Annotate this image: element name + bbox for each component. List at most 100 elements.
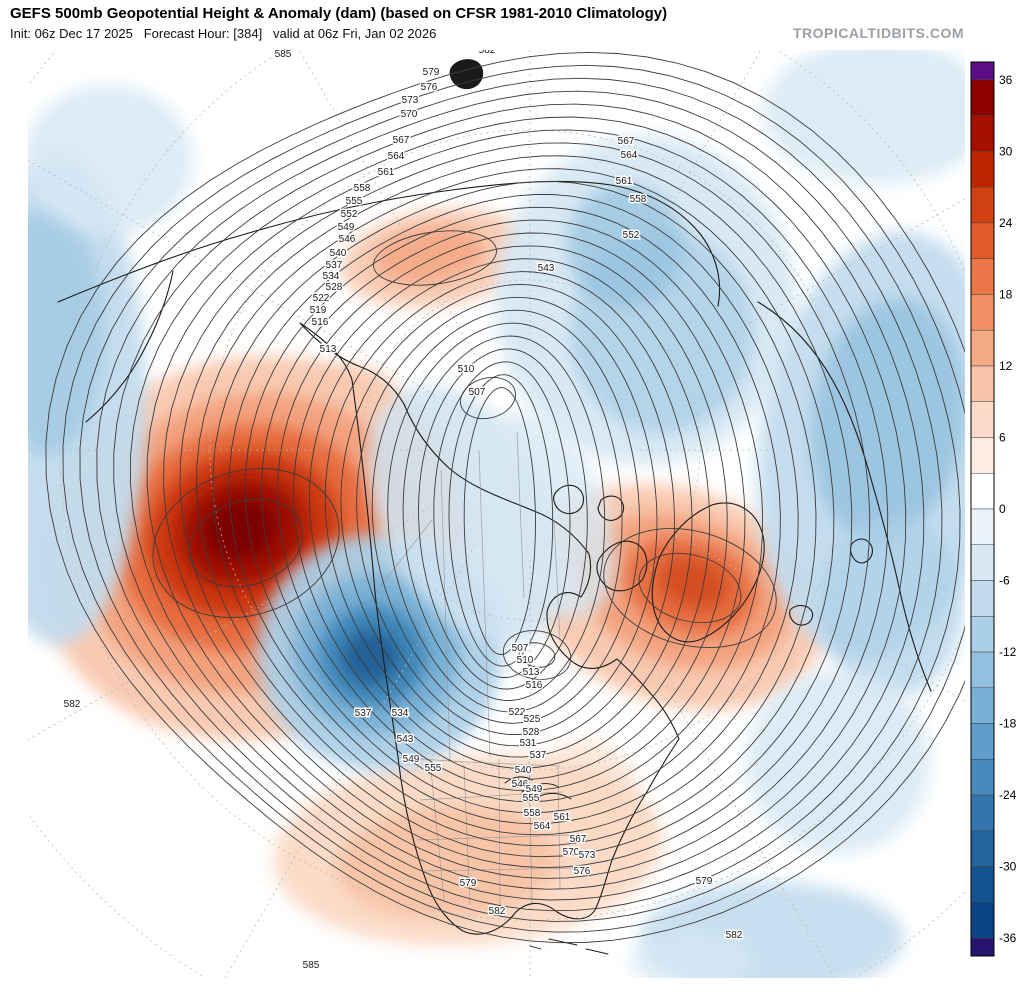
height-contour-585 [45,51,965,944]
contour-label: 579 [460,878,477,889]
coastline-greenland [651,502,765,643]
political-borders [375,431,576,909]
contour-label: 573 [402,95,419,106]
contour-label: 564 [534,821,551,832]
contour-label: 531 [520,738,537,749]
coastline-caribbean [529,938,609,955]
anomaly-blob [374,226,486,284]
contour-label: 534 [323,271,340,282]
contour-label: 567 [618,136,635,147]
meridian-line [224,545,476,978]
colorbar-tick-label: 6 [999,430,1006,444]
colorbar-cell [970,866,995,903]
height-contour-543 [277,232,746,792]
contour-label: 579 [696,876,713,887]
meridian-line [298,50,476,355]
colorbar-tick-label: -30 [999,860,1017,874]
anomaly-blob [567,183,683,307]
anomaly-blob [763,50,965,184]
anomaly-shading-layer [28,50,965,978]
contour-label: 585 [303,960,320,971]
closed-contour [460,376,516,420]
contour-label: 564 [388,151,405,162]
meridian-line [584,50,762,355]
colorbar-cell [970,401,995,438]
contour-label: 516 [312,317,329,328]
contour-label: 555 [346,196,363,207]
contour-label: 546 [512,779,529,790]
colorbar-tick-label: 0 [999,502,1006,516]
colorbar-tick-label: 12 [999,359,1013,373]
contour-label: 576 [574,866,591,877]
contour-label: 513 [320,344,337,355]
contour-label-layer: 585 5825795765735705675645615585555525495… [62,49,744,973]
watermark: TROPICALTIDBITS.COM [792,25,964,41]
contour-label: 555 [425,763,442,774]
contour-label: 534 [392,708,409,719]
contour-label: 561 [554,812,571,823]
contour-label: 585 [275,49,292,60]
meridian-line [625,198,965,396]
contour-label: 525 [524,714,541,725]
height-contour-576 [96,90,943,912]
meridian-line [625,504,965,702]
us-state-borders [415,758,576,909]
init-info: Init: 06z Dec 17 2025 Forecast Hour: [38… [10,26,437,41]
colorbar-cell [970,115,995,152]
colorbar-cell [970,508,995,546]
contour-label: 543 [397,734,414,745]
coastline-north-america [299,322,680,935]
height-contour-549 [244,206,781,814]
anomaly-blob [28,205,104,455]
contour-label: 561 [378,167,395,178]
colorbar-cell [970,794,995,832]
closed-contour [518,642,556,668]
contour-label: 543 [538,263,555,274]
colorbar-cell [970,937,995,957]
contour-label: 582 [489,906,506,917]
contour-label: 570 [563,847,580,858]
coastline-eurasia-north [57,180,721,307]
colorbar-tick-label: -24 [999,788,1017,802]
colorbar-cell [970,79,995,116]
height-contour-513 [433,361,571,678]
contour-label: 510 [458,364,475,375]
contour-label: 522 [509,707,526,718]
colorbar-cell [970,902,995,939]
closed-contour [502,630,572,680]
meridian-line [28,159,435,396]
contour-label: 558 [524,808,541,819]
colorbar-frame [970,61,995,957]
contour-label: 549 [526,784,543,795]
colorbar-tick-label: 36 [999,73,1013,87]
canada-province-borders [375,431,561,761]
anomaly-blob [820,513,964,697]
colorbar-cell [970,329,995,367]
colorbar-tick-label: -12 [999,645,1017,659]
closed-contour [373,230,497,286]
height-contour-507 [463,387,536,655]
colorbar-tick-label: 24 [999,216,1013,230]
contour-label: 537 [326,260,343,271]
anomaly-blob [204,498,276,560]
contour-label: 522 [313,293,330,304]
anomaly-blob [658,556,730,610]
contour-label: 561 [616,176,633,187]
height-contour-525 [371,309,640,724]
height-contour-522 [387,322,623,713]
closed-contour [188,498,304,588]
colorbar-cell [970,687,995,724]
colorbar-cell [970,759,995,796]
coastline-europe [757,301,932,692]
contour-label: 540 [330,248,347,259]
height-contour-582 [62,64,965,933]
anomaly-blob [28,85,193,235]
closed-contour [603,527,777,649]
height-contour-531 [340,283,675,747]
contour-label: 510 [517,655,534,666]
contour-label: 507 [512,643,529,654]
colorbar-cell [970,437,995,474]
contour-label: 552 [341,209,358,220]
colorbar-cell [970,61,995,81]
anomaly-blob [530,740,640,860]
